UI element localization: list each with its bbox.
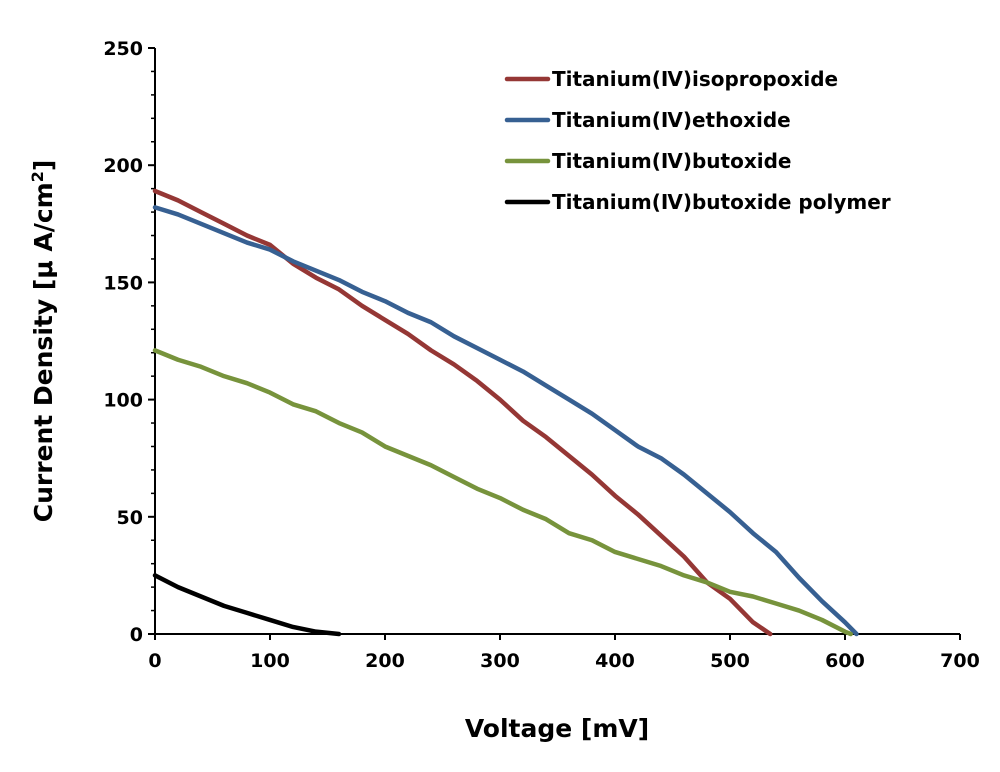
x-axis-label: Voltage [mV] (465, 714, 649, 743)
legend-label-0: Titanium(Ⅳ)isopropoxide (552, 67, 838, 91)
series-line-1 (152, 205, 859, 637)
y-tick-label: 0 (130, 624, 143, 646)
x-tick-label: 100 (250, 650, 290, 672)
series-line-2 (152, 348, 853, 637)
x-tick-label: 400 (595, 650, 635, 672)
series-lines (152, 188, 859, 637)
legend-label-2: Titanium(Ⅳ)butoxide (552, 149, 791, 173)
legend: Titanium(Ⅳ)isopropoxide Titanium(Ⅳ)ethoxi… (504, 67, 891, 214)
x-tick-label: 600 (825, 650, 865, 672)
x-tick-label: 0 (148, 650, 161, 672)
x-tick-label: 700 (940, 650, 980, 672)
legend-label-3: Titanium(Ⅳ)butoxide polymer (552, 190, 891, 214)
axes: 0 100 200 300 400 500 600 700 0 50 100 150 200 250 (103, 38, 980, 672)
legend-label-1: Titanium(Ⅳ)ethoxide (552, 108, 791, 132)
x-tick-label: 200 (365, 650, 405, 672)
series-line-0 (152, 188, 773, 637)
y-tick-label: 150 (103, 272, 143, 294)
y-axis-label: Current Density [μ A/cm2] (28, 160, 58, 523)
y-tick-label: 50 (117, 507, 143, 529)
y-tick-label: 250 (103, 38, 143, 60)
y-tick-label: 100 (103, 390, 143, 412)
x-tick-label: 300 (480, 650, 520, 672)
x-tick-label: 500 (710, 650, 750, 672)
series-line-3 (152, 573, 342, 637)
y-tick-label: 200 (103, 155, 143, 177)
